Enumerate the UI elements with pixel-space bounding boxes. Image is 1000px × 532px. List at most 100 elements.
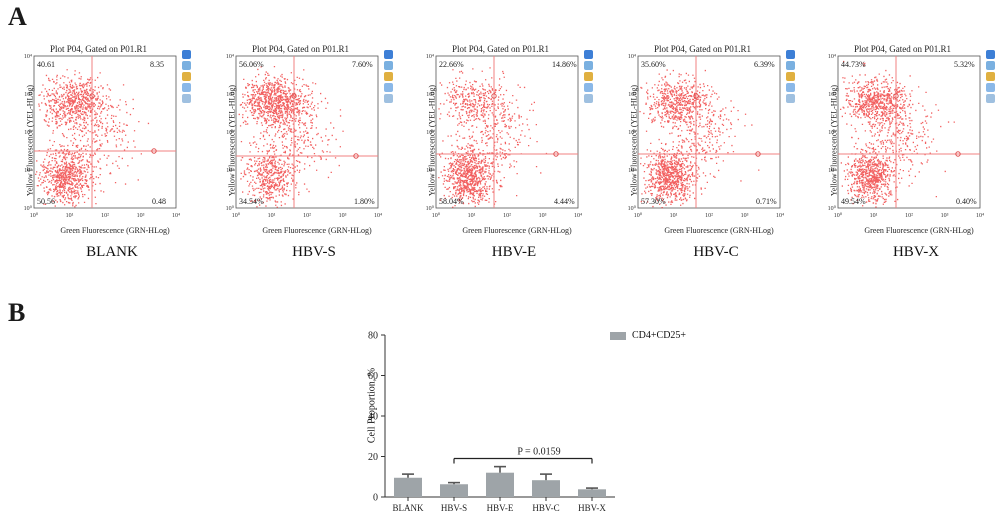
flow-x-axis-label: Green Fluorescence (GRN-HLog) — [664, 226, 774, 235]
y-tick-label: 10⁴ — [426, 54, 434, 60]
quadrant-handle[interactable] — [755, 151, 761, 157]
chart-icon[interactable] — [986, 61, 995, 70]
x-tick-label: 10² — [905, 213, 913, 219]
flow-plot-hbv-x: Plot P04, Gated on P01.R1 10⁰ 10⁰ 10¹ 10¹ 10²… — [826, 44, 1000, 270]
flow-x-axis-label: Green Fluorescence (GRN-HLog) — [462, 226, 572, 235]
quadrant-percent: 4.44% — [554, 197, 575, 206]
plot-frame — [837, 55, 981, 209]
quadrant-handle[interactable] — [353, 153, 359, 159]
copy-icon[interactable] — [584, 83, 593, 92]
y-tick-label: 10² — [24, 130, 32, 136]
tag-icon[interactable] — [986, 72, 995, 81]
quadrant-percent: 22.66% — [439, 60, 464, 69]
chart-icon[interactable] — [584, 61, 593, 70]
quadrant-handle[interactable] — [955, 151, 961, 157]
chart-icon[interactable] — [384, 61, 393, 70]
bar-blank — [394, 477, 422, 497]
copy-icon[interactable] — [384, 83, 393, 92]
quadrant-percent: 58.04% — [439, 197, 464, 206]
y-tick-label: 10⁰ — [24, 205, 33, 212]
plot-toolbar — [384, 50, 398, 105]
event-dots — [238, 66, 344, 208]
tag-icon[interactable] — [584, 72, 593, 81]
y-tick-label: 10⁴ — [24, 54, 32, 60]
print-icon[interactable] — [786, 94, 795, 103]
quadrant-handle[interactable] — [693, 93, 699, 99]
copy-icon[interactable] — [786, 83, 795, 92]
print-icon[interactable] — [384, 94, 393, 103]
x-tick-label: 10⁴ — [172, 213, 180, 219]
zoom-icon[interactable] — [182, 50, 191, 59]
y-tick-label: 10¹ — [426, 168, 434, 174]
plot-frame — [435, 55, 579, 209]
flow-plot-hbv-e: Plot P04, Gated on P01.R1 10⁰ 10⁰ 10¹ 10¹ 10²… — [424, 44, 604, 270]
print-icon[interactable] — [584, 94, 593, 103]
tag-icon[interactable] — [786, 72, 795, 81]
y-tick-label: 10¹ — [628, 168, 636, 174]
zoom-icon[interactable] — [786, 50, 795, 59]
y-tick-label: 80 — [368, 331, 378, 342]
flow-y-axis-label: Yellow Fluorescence (YEL-HLog) — [227, 84, 237, 197]
plot-frame — [235, 55, 379, 209]
copy-icon[interactable] — [182, 83, 191, 92]
flow-x-axis-label: Green Fluorescence (GRN-HLog) — [262, 226, 372, 235]
x-tick-label: 10³ — [741, 213, 749, 219]
plot-title: Plot P04, Gated on P01.R1 — [252, 44, 350, 54]
quadrant-handle[interactable] — [89, 93, 95, 99]
y-tick-label: 10⁰ — [426, 205, 435, 212]
chart-icon[interactable] — [786, 61, 795, 70]
x-tick-label: 10⁰ — [634, 212, 643, 219]
print-icon[interactable] — [182, 94, 191, 103]
tag-icon[interactable] — [384, 72, 393, 81]
panel-a-label: A — [8, 2, 27, 31]
tag-icon[interactable] — [182, 72, 191, 81]
x-tick-label: 10¹ — [870, 213, 878, 219]
y-tick-label: 10³ — [426, 92, 434, 98]
quadrant-handle[interactable] — [893, 93, 899, 99]
quadrant-percent: 57.30% — [641, 197, 666, 206]
zoom-icon[interactable] — [986, 50, 995, 59]
x-tick-label: 10¹ — [66, 213, 74, 219]
x-tick-label: 10³ — [941, 213, 949, 219]
quadrant-handle[interactable] — [291, 93, 297, 99]
quadrant-percent: 0.71% — [756, 197, 777, 206]
quadrant-percent: 40.61 — [37, 60, 55, 69]
quadrant-handle[interactable] — [151, 148, 157, 154]
quadrant-percent: 50.56 — [37, 197, 55, 206]
zoom-icon[interactable] — [584, 50, 593, 59]
y-tick-label: 10⁴ — [828, 54, 836, 60]
y-tick-label: 10¹ — [226, 168, 234, 174]
x-tick-label: HBV-E — [487, 503, 514, 513]
event-dots — [35, 69, 150, 208]
p-value-label: P = 0.0159 — [517, 447, 560, 458]
print-icon[interactable] — [986, 94, 995, 103]
bar-hbv-x — [578, 489, 606, 497]
x-tick-label: 10² — [705, 213, 713, 219]
y-tick-label: 0 — [373, 493, 378, 504]
zoom-icon[interactable] — [384, 50, 393, 59]
x-tick-label: HBV-C — [532, 503, 559, 513]
bar-hbv-e — [486, 472, 514, 497]
quadrant-handle[interactable] — [491, 93, 497, 99]
quadrant-percent: 8.35 — [150, 60, 164, 69]
quadrant-percent: 44.73% — [841, 60, 866, 69]
flow-x-axis-label: Green Fluorescence (GRN-HLog) — [864, 226, 974, 235]
plot-frame — [637, 55, 781, 209]
y-axis-label: Cell Proportion, % — [366, 367, 378, 444]
plot-frame — [33, 55, 177, 209]
quadrant-percent: 7.60% — [352, 60, 373, 69]
y-tick-label: 10² — [426, 130, 434, 136]
flow-y-axis-label: Yellow Fluorescence (YEL-HLog) — [829, 84, 839, 197]
quadrant-percent: 0.40% — [956, 197, 977, 206]
plot-toolbar — [182, 50, 196, 105]
x-tick-label: 10¹ — [268, 213, 276, 219]
x-tick-label: 10² — [101, 213, 109, 219]
plot-toolbar — [786, 50, 800, 105]
flow-plot-blank: Plot P04, Gated on P01.R1 10⁰ 10⁰ 10¹ 10¹ 10²… — [22, 44, 202, 270]
copy-icon[interactable] — [986, 83, 995, 92]
quadrant-handle[interactable] — [553, 151, 559, 157]
chart-icon[interactable] — [182, 61, 191, 70]
